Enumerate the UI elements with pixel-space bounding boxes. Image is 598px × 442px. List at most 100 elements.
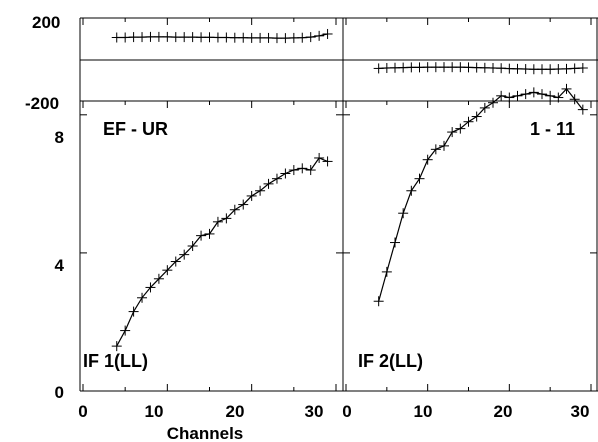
data-point [398, 208, 409, 219]
data-point [271, 173, 282, 184]
data-point [212, 32, 223, 43]
data-point [179, 32, 190, 43]
data-point [170, 32, 181, 43]
data-point [512, 90, 523, 101]
data-point [561, 83, 572, 94]
data-point [520, 89, 531, 100]
ytick-label-4: 4 [55, 256, 65, 275]
data-point [280, 33, 291, 44]
data-point [153, 31, 164, 42]
data-point [422, 154, 433, 165]
data-point [288, 32, 299, 43]
data-point [479, 102, 490, 113]
data-point [128, 32, 139, 43]
data-point [577, 63, 588, 74]
data-point [120, 325, 131, 336]
data-point [406, 185, 417, 196]
data-point [229, 32, 240, 43]
xtick-label-right-10: 10 [414, 402, 433, 421]
data-point [488, 97, 498, 108]
data-point [229, 204, 240, 215]
axis-ticks [80, 18, 597, 392]
data-point [137, 32, 148, 43]
data-point [187, 241, 198, 251]
xtick-label-right-20: 20 [494, 402, 513, 421]
data-point [111, 32, 122, 43]
data-point [430, 144, 441, 155]
data-point [238, 32, 249, 43]
data-point [537, 89, 547, 100]
panel-label-if1: IF 1(LL) [83, 351, 148, 371]
data-point [128, 306, 139, 317]
data-point [204, 32, 215, 43]
data-point [288, 165, 299, 176]
panel-label-if2: IF 2(LL) [358, 351, 423, 371]
data-point [187, 32, 198, 43]
data-point [221, 32, 232, 43]
data-point [373, 296, 384, 307]
data-point [447, 127, 458, 138]
data-point [305, 165, 316, 176]
data-point [463, 116, 474, 127]
data-point [145, 282, 156, 293]
data-point [314, 152, 325, 163]
data-point [545, 90, 556, 101]
panel-label-ef-ur: EF - UR [103, 119, 168, 139]
data-point [271, 33, 282, 44]
ytick-label-8: 8 [55, 128, 64, 147]
x-axis-title: Channels [167, 424, 244, 442]
data-point [577, 104, 588, 115]
ytick-label-0: 0 [55, 383, 64, 402]
data-point [170, 256, 181, 267]
data-point [471, 111, 482, 122]
data-point [439, 140, 449, 151]
axis-labels: 200 -200 8 4 0 0 10 20 30 0 10 20 30 Cha… [25, 13, 589, 442]
series-layer [111, 28, 588, 352]
data-point [455, 123, 466, 134]
data-point [414, 173, 425, 184]
data-point [162, 265, 173, 276]
data-point [246, 190, 257, 201]
data-point [528, 87, 539, 98]
data-point [255, 185, 266, 196]
data-point [263, 32, 274, 43]
data-point [111, 341, 122, 352]
data-point [263, 178, 274, 189]
xtick-label-left-0: 0 [78, 402, 87, 421]
data-point [390, 237, 400, 248]
xtick-label-left-10: 10 [145, 402, 164, 421]
panel-label-1-11: 1 - 11 [530, 119, 575, 139]
data-point [137, 292, 148, 303]
data-point [153, 273, 164, 284]
data-point [162, 31, 173, 42]
ytick-label-top-200: 200 [32, 13, 60, 32]
data-point [305, 32, 316, 43]
data-point [297, 163, 308, 174]
ytick-label-top-neg200: -200 [25, 94, 59, 113]
data-point [280, 168, 291, 179]
data-point [504, 92, 515, 103]
data-point [322, 28, 333, 39]
xtick-label-left-30: 30 [305, 402, 324, 421]
data-point [221, 213, 232, 224]
data-point [297, 32, 308, 43]
xtick-label-left-20: 20 [226, 402, 245, 421]
data-point [246, 32, 257, 43]
data-point [179, 249, 190, 260]
data-point [314, 30, 325, 41]
data-point [212, 216, 223, 227]
data-point [145, 31, 156, 42]
data-point [569, 94, 580, 105]
xtick-label-right-30: 30 [571, 402, 590, 421]
data-point [196, 230, 207, 241]
data-point [496, 90, 507, 101]
data-point [196, 32, 207, 43]
panel-frames [79, 17, 598, 392]
series-line-if1 [116, 157, 328, 347]
data-point [238, 199, 249, 210]
data-point [381, 266, 392, 277]
data-point [120, 32, 131, 43]
xtick-label-right-0: 0 [342, 402, 351, 421]
data-point [322, 156, 333, 167]
